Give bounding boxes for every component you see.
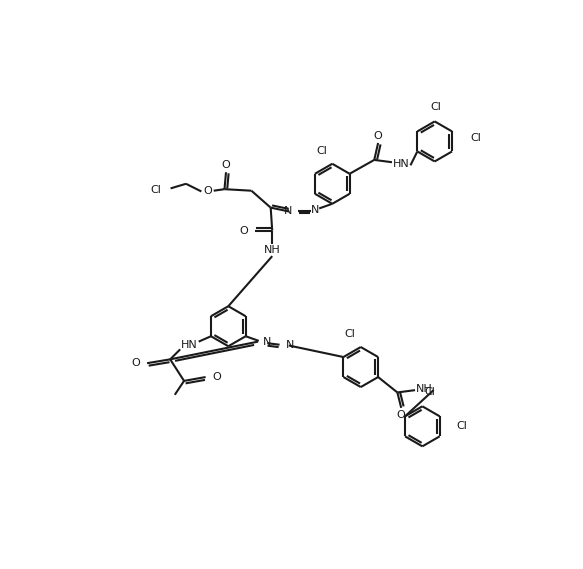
Text: Cl: Cl	[316, 146, 327, 156]
Text: Cl: Cl	[470, 133, 481, 143]
Text: O: O	[131, 358, 140, 368]
Text: O: O	[374, 131, 382, 141]
Text: Cl: Cl	[456, 421, 467, 431]
Text: N: N	[262, 337, 271, 348]
Text: N: N	[284, 207, 292, 216]
Text: HN: HN	[393, 159, 410, 169]
Text: Cl: Cl	[431, 102, 442, 112]
Text: O: O	[397, 410, 406, 420]
Text: Cl: Cl	[150, 185, 161, 195]
Text: O: O	[213, 372, 222, 382]
Text: Cl: Cl	[424, 387, 435, 397]
Text: Cl: Cl	[345, 329, 356, 339]
Text: NH: NH	[264, 245, 280, 255]
Text: HN: HN	[181, 340, 198, 351]
Text: O: O	[222, 160, 230, 170]
Text: O: O	[203, 187, 212, 196]
Text: N: N	[311, 205, 319, 215]
Text: O: O	[240, 226, 248, 236]
Text: NH: NH	[416, 384, 433, 394]
Text: N: N	[286, 340, 294, 351]
